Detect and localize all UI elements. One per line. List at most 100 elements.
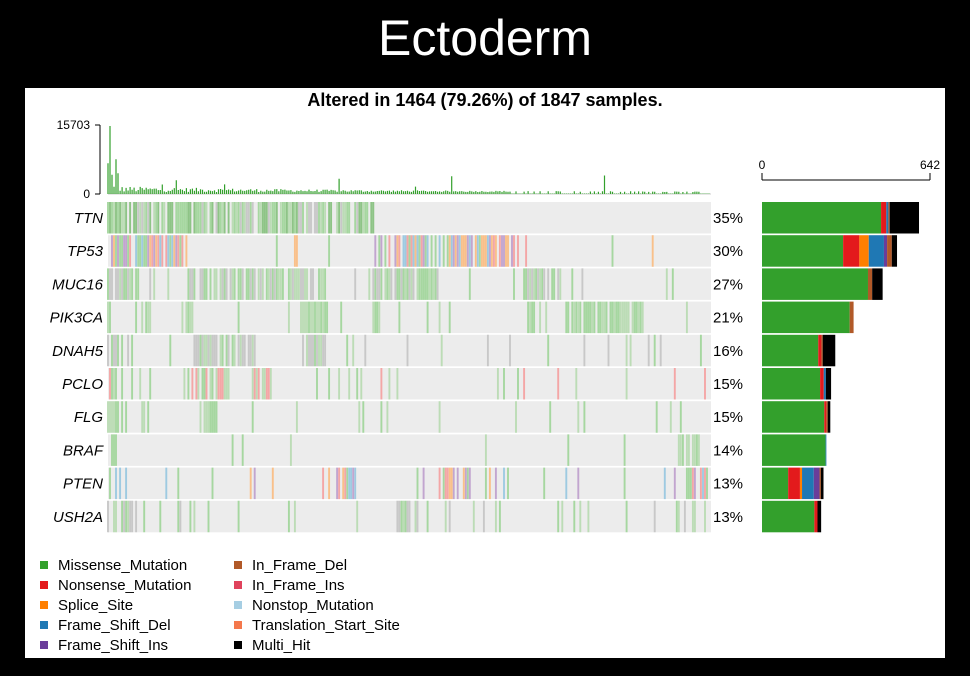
gene-label: MUC16 [52,276,104,293]
gene-row-bg [108,368,711,400]
bar-segment [817,500,822,533]
bar-segment [802,467,814,500]
bar-segment [891,235,898,267]
gene-row-bg [108,434,711,466]
bar-segment [824,401,827,433]
gene-label: BRAF [63,442,104,459]
legend-item: In_Frame_Del [234,555,347,575]
legend-item: Multi_Hit [234,635,310,655]
gene-percent: 14% [713,442,743,459]
gene-percent: 30% [713,243,743,260]
slide-title: Ectoderm [378,10,592,66]
gene-row-bg [108,202,711,234]
bar-segment [881,202,887,234]
legend-label: Splice_Site [58,596,134,614]
mutation-cells [111,434,698,466]
mutation-cells [109,301,642,334]
tmb-tick-label: 15703 [57,118,91,132]
bar-segment [889,202,920,234]
bar-segment [872,268,883,300]
gene-row-bg [108,401,711,433]
mutation-cells [135,235,489,267]
legend-swatch [40,581,48,589]
mutation-cells [107,268,674,300]
bar-segment [762,401,825,433]
gene-label: FLG [74,409,104,426]
legend-label: Translation_Start_Site [252,616,400,634]
mutation-cells [107,401,672,433]
legend-label: In_Frame_Del [252,556,348,574]
bar-axis-label: 642 [920,158,940,172]
bar-segment [788,467,800,500]
mutation-cells [289,434,700,466]
bar-segment [821,334,823,367]
legend-item: Missense_Mutation [40,555,187,575]
legend-swatch [40,561,48,569]
mutation-cells [129,235,528,267]
bar-segment [762,334,819,367]
bar-segment [888,202,890,234]
gene-percent: 13% [713,476,743,493]
mutation-cells [113,500,706,533]
legend-swatch [40,601,48,609]
gene-label: USH2A [53,509,103,526]
oncoplot-panel: Altered in 1464 (79.26%) of 1847 samples… [25,88,945,658]
bar-segment [825,368,832,400]
mutation-cells [115,401,682,433]
bar-segment [762,268,868,300]
mutation-cells [111,235,513,267]
mutation-cells [107,301,688,334]
legend-swatch [234,581,242,589]
bar-axis-label: 0 [759,158,766,172]
legend-label: Frame_Shift_Ins [58,636,169,654]
bar-segment [826,401,828,433]
legend-label: Multi_Hit [252,636,311,654]
bar-segment [813,467,820,500]
legend-label: In_Frame_Ins [252,576,345,594]
mutation-cells [109,467,708,500]
legend-item: Nonstop_Mutation [234,595,374,615]
gene-percent: 16% [713,343,743,360]
legend-label: Frame_Shift_Del [58,616,171,634]
bar-segment [762,500,815,533]
legend-label: Missense_Mutation [58,556,188,574]
bar-segment [818,334,822,367]
mutation-cells [111,368,519,400]
bar-segment [887,235,892,267]
mutation-cells [137,202,359,234]
legend-item: Frame_Shift_Del [40,615,171,635]
mutation-cells [115,467,704,500]
bar-segment [799,467,803,500]
bar-segment [762,434,826,466]
bar-segment [820,368,824,400]
gene-label: PIK3CA [50,310,103,327]
gene-label: PCLO [62,376,103,393]
gene-percent: 15% [713,376,743,393]
legend-swatch [234,561,242,569]
oncoplot-chart: Altered in 1464 (79.26%) of 1847 samples… [50,90,940,533]
bar-segment [827,401,831,433]
mutation-cells [109,268,584,300]
bar-segment [886,202,889,234]
bar-segment [883,235,888,267]
bar-segment [762,235,844,267]
bar-segment [762,202,882,234]
legend-swatch [40,621,48,629]
bar-segment [814,500,818,533]
mutation-cells [115,235,614,267]
legend-item: In_Frame_Ins [234,575,345,595]
bar-segment [762,467,789,500]
gene-percent: 35% [713,210,743,227]
bar-segment [823,368,826,400]
legend-label: Nonstop_Mutation [252,596,374,614]
legend-label: Nonsense_Mutation [58,576,192,594]
gene-percent: 27% [713,276,743,293]
mutation-cells [322,467,706,500]
legend-item: Splice_Site [40,595,133,615]
bar-segment [867,268,873,300]
tmb-tick-label: 0 [83,187,90,201]
bar-segment [859,235,869,267]
mutation-cells [107,334,662,367]
mutation-cells [203,334,632,367]
mutation-cells [113,235,654,267]
